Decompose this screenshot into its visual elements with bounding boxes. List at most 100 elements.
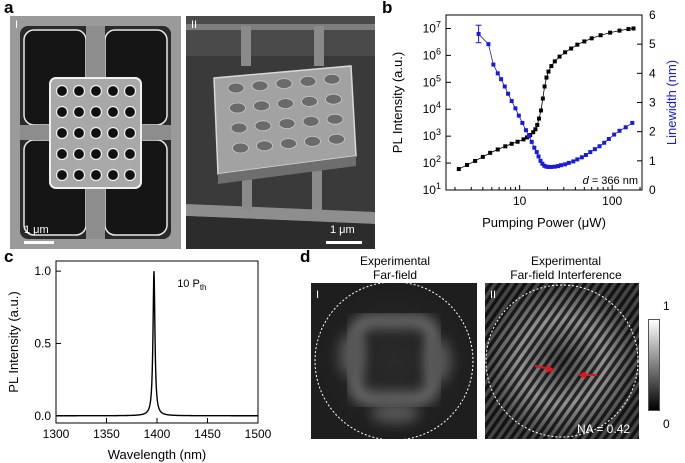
intensity-point [626, 27, 631, 32]
pc-hole [55, 168, 69, 182]
intensity-point [531, 130, 536, 135]
intensity-point [546, 69, 551, 74]
x-tick-label: 100 [602, 194, 622, 208]
pc-hole-tilted [302, 116, 320, 127]
y-tick-label: 106 [423, 46, 441, 62]
pc-hole [72, 126, 86, 140]
chart-c-pl-spectrum: 1300 1350 1400 1450 1500 0.0 0.5 1.0 Wavelength … [6, 260, 272, 462]
pc-hole-tilted [299, 76, 317, 87]
scale-bar-left [24, 241, 54, 244]
y2-tick-label: 5 [649, 37, 656, 51]
linewidth-point [534, 150, 539, 155]
intensity-point [509, 141, 514, 146]
interference-title: Experimental Far-field Interference [480, 254, 652, 282]
panel-letter-b: b [382, 0, 393, 17]
spectrum-line [56, 271, 258, 417]
intensity-point [533, 127, 538, 132]
arrow-right-pointer [578, 371, 597, 379]
intensity-point [631, 26, 636, 31]
intensity-point [521, 137, 526, 142]
pc-hole [123, 168, 137, 182]
pc-hole [123, 126, 137, 140]
linewidth-point [529, 139, 534, 144]
linewidth-point [602, 140, 607, 145]
linewidth-point [526, 134, 531, 139]
pc-hole [106, 168, 120, 182]
pc-hole [55, 84, 69, 98]
pc-hole-tilted [277, 98, 294, 109]
x-tick-label: 1400 [144, 427, 171, 441]
pc-hole-tilted [280, 138, 297, 149]
linewidth-point [623, 125, 628, 130]
sem-image-tilted-view: II 1 μm [186, 16, 375, 249]
sem-image-top-view: I 1 μm [10, 16, 181, 249]
linewidth-point [538, 158, 543, 163]
pc-hole [123, 147, 137, 161]
pc-hole-tilted [326, 113, 344, 125]
linewidth-point [523, 128, 528, 133]
pc-hole [55, 126, 69, 140]
intensity-point [537, 116, 542, 121]
linewidth-point [544, 164, 549, 169]
x-axis-title: Pumping Power (μW) [482, 215, 606, 230]
pc-hole [89, 126, 103, 140]
intensity-point [456, 167, 461, 172]
intensity-point [535, 122, 540, 127]
pc-hole [55, 147, 69, 161]
intensity-point [542, 84, 547, 89]
scale-text-left: 1 μm [24, 224, 49, 236]
pc-hole-tilted [278, 118, 296, 129]
linewidth-point [592, 147, 597, 152]
intensity-point [480, 154, 485, 159]
far-field-title-line1: Experimental [359, 254, 431, 268]
pc-hole-tilted [325, 93, 342, 105]
x-tick-label: 1300 [43, 427, 70, 441]
linewidth-point [579, 155, 584, 160]
sem-label-ii: II [191, 19, 198, 31]
pc-hole-tilted [301, 96, 318, 107]
linewidth-point [513, 106, 518, 111]
na-label: NA = 0.42 [577, 422, 631, 436]
y-tick-label: 0.0 [34, 409, 51, 423]
intensity-point [540, 96, 545, 101]
intensity-point [569, 46, 574, 51]
intensity-point [503, 144, 508, 149]
linewidth-point [509, 99, 514, 104]
y2-tick-label: 6 [649, 8, 656, 22]
x-tick-label: 1500 [245, 427, 272, 441]
interference-image: II NA = 0.42 [485, 283, 639, 439]
scale-bar-right [326, 241, 362, 244]
pc-hole [106, 84, 120, 98]
pc-hole [89, 105, 103, 119]
y2-tick-label: 3 [649, 96, 656, 110]
pc-hole-tilted [253, 100, 270, 112]
pc-hole-tilted [328, 133, 345, 145]
panel-letter-d: d [300, 247, 311, 266]
linewidth-point [516, 113, 521, 118]
intensity-point [557, 54, 562, 59]
linewidth-point [556, 164, 561, 169]
pc-hole [106, 126, 120, 140]
y2-tick-label: 0 [649, 183, 656, 197]
intensity-point [552, 59, 557, 64]
linewidth-point [566, 160, 571, 165]
y-tick-label: 102 [423, 154, 441, 170]
pc-hole [106, 105, 120, 119]
linewidth-point [571, 159, 576, 164]
linewidth-point [575, 157, 580, 162]
intensity-point [495, 147, 500, 152]
intensity-point [465, 162, 470, 167]
linewidth-point [495, 71, 500, 76]
pc-hole [106, 147, 120, 161]
linewidth-point [588, 150, 593, 155]
pc-hole [72, 147, 86, 161]
pc-hole [89, 147, 103, 161]
far-field-title-line2: Far-field [372, 268, 417, 282]
linewidth-point [583, 153, 588, 157]
x-axis-title: Wavelength (nm) [108, 447, 207, 462]
pc-hole-tilted [227, 82, 245, 94]
intensity-point [575, 42, 580, 47]
far-field-title: Experimental Far-field [313, 254, 477, 282]
y-tick-label: 1.0 [34, 264, 51, 278]
linewidth-point [486, 42, 491, 47]
